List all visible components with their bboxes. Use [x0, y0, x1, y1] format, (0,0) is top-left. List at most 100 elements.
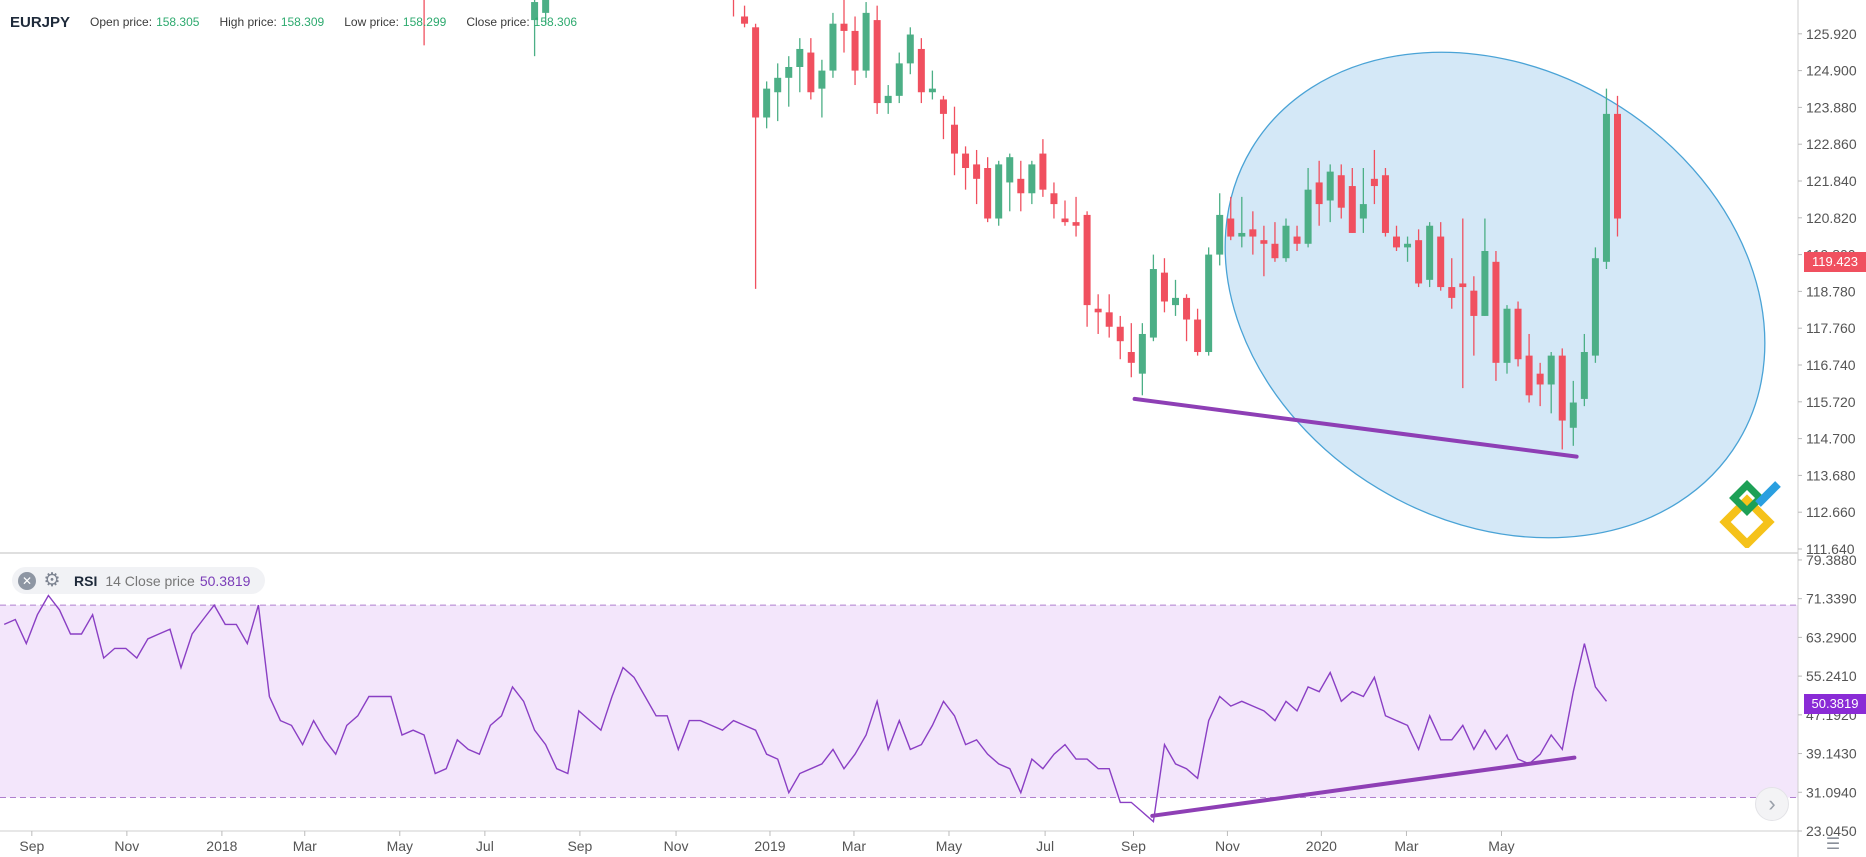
candle-body — [1271, 243, 1279, 259]
time-tick-label: Nov — [664, 838, 689, 854]
candle-body — [1072, 222, 1080, 226]
candle-body — [1492, 261, 1500, 363]
candle-body — [1160, 272, 1168, 302]
candle-body — [829, 23, 837, 71]
candle-body — [1183, 297, 1191, 320]
candle-body — [995, 164, 1003, 219]
high-price-value: 158.309 — [280, 15, 325, 29]
candle-body — [796, 48, 804, 67]
time-tick-label: Nov — [1215, 838, 1240, 854]
candle-body — [962, 153, 970, 169]
candle-body — [1249, 229, 1257, 237]
price-trendline-layer — [1132, 396, 1579, 459]
candle-body — [851, 30, 859, 71]
candle-body — [1437, 236, 1445, 288]
candle-body — [1205, 254, 1213, 353]
time-tick-label: Jul — [1036, 838, 1054, 854]
price-tick-label: 120.820 — [1806, 210, 1857, 226]
close-price-value: 158.306 — [533, 15, 578, 29]
time-tick-label: 2018 — [206, 838, 237, 854]
candle-body — [1304, 189, 1312, 244]
rsi-band — [0, 605, 1798, 798]
price-tick-label: 123.880 — [1806, 99, 1857, 115]
candle-body — [763, 88, 771, 118]
candle-body — [1426, 225, 1434, 280]
time-tick-label: Jul — [476, 838, 494, 854]
price-trendline — [1132, 396, 1579, 459]
candle-body — [1514, 308, 1522, 360]
time-tick-label: Mar — [842, 838, 866, 854]
candle-body — [895, 63, 903, 96]
candle-body — [1415, 240, 1423, 284]
candle-body — [1282, 225, 1290, 259]
candle-body — [1558, 355, 1566, 421]
chevron-right-icon[interactable]: › — [1755, 787, 1789, 821]
time-tick-label: Mar — [1394, 838, 1418, 854]
candle-body — [862, 12, 870, 71]
candles — [423, 0, 1621, 450]
price-tick-label: 122.860 — [1806, 136, 1857, 152]
candle-body — [1172, 297, 1179, 306]
price-tick-label: 125.920 — [1806, 26, 1857, 42]
candle-body — [542, 0, 550, 13]
candle-body — [1337, 175, 1345, 208]
candle-body — [951, 124, 958, 154]
candle-body — [807, 52, 815, 93]
price-tick-label: 113.680 — [1806, 467, 1856, 483]
candle-body — [1503, 308, 1511, 363]
open-price-label: Open price: — [90, 15, 153, 29]
rsi-tick-label: 31.0940 — [1806, 784, 1857, 800]
candle-body — [1569, 402, 1577, 428]
candle-body — [785, 66, 793, 78]
time-tick-label: Sep — [567, 838, 592, 854]
candle-body — [818, 70, 826, 89]
candle-body — [1614, 113, 1621, 219]
candle-body — [1260, 240, 1268, 244]
price-tick-label: 121.840 — [1806, 173, 1857, 189]
candle-body — [984, 168, 992, 219]
candle-body — [884, 95, 892, 104]
high-price-label: High price: — [219, 15, 277, 29]
rsi-panel — [0, 594, 1798, 823]
rsi-name: RSI — [74, 572, 98, 589]
candle-body — [1381, 175, 1389, 233]
candle-body — [1138, 333, 1146, 374]
price-tick-label: 117.760 — [1806, 320, 1856, 336]
symbol-label: EURJPY — [10, 13, 71, 31]
low-price-value: 158.299 — [402, 15, 447, 29]
rsi-tick-label: 39.1430 — [1806, 746, 1857, 762]
current-rsi-badge: 50.3819 — [1804, 694, 1866, 714]
close-price-label: Close price: — [466, 15, 530, 29]
rsi-trendline — [1150, 755, 1577, 818]
candle-body — [1216, 214, 1224, 255]
chart-header: EURJPY Open price: 158.305 High price: 1… — [10, 11, 597, 33]
candle-body — [1536, 373, 1544, 385]
open-price-value: 158.305 — [156, 15, 200, 29]
time-tick-label: Sep — [1121, 838, 1146, 854]
candle-body — [917, 48, 925, 93]
sliders-icon[interactable]: ☰ — [1825, 836, 1841, 853]
rsi-tick-label: 71.3390 — [1806, 591, 1857, 607]
price-tick-label: 111.640 — [1806, 541, 1855, 557]
candle-body — [1006, 157, 1014, 183]
time-tick-label: May — [387, 838, 413, 854]
candle-body — [1481, 250, 1489, 316]
close-icon[interactable]: ✕ — [18, 571, 36, 590]
low-price-label: Low price: — [344, 15, 399, 29]
candle-body — [1591, 258, 1599, 356]
gear-icon[interactable]: ⚙ — [43, 570, 61, 591]
candle-body — [1039, 153, 1047, 190]
candle-body — [1525, 355, 1533, 396]
candle-body — [973, 164, 981, 179]
candle-body — [1238, 232, 1246, 237]
candle-body — [1315, 182, 1323, 205]
brand-logo-icon — [1719, 480, 1781, 548]
price-tick-label: 116.740 — [1806, 357, 1856, 373]
candle-body — [1127, 352, 1135, 363]
time-tick-label: 2019 — [754, 838, 785, 854]
candle-body — [1227, 218, 1235, 237]
rsi-tick-label: 23.0450 — [1806, 823, 1857, 839]
candle-body — [1393, 236, 1400, 248]
candle-body — [1028, 164, 1036, 194]
